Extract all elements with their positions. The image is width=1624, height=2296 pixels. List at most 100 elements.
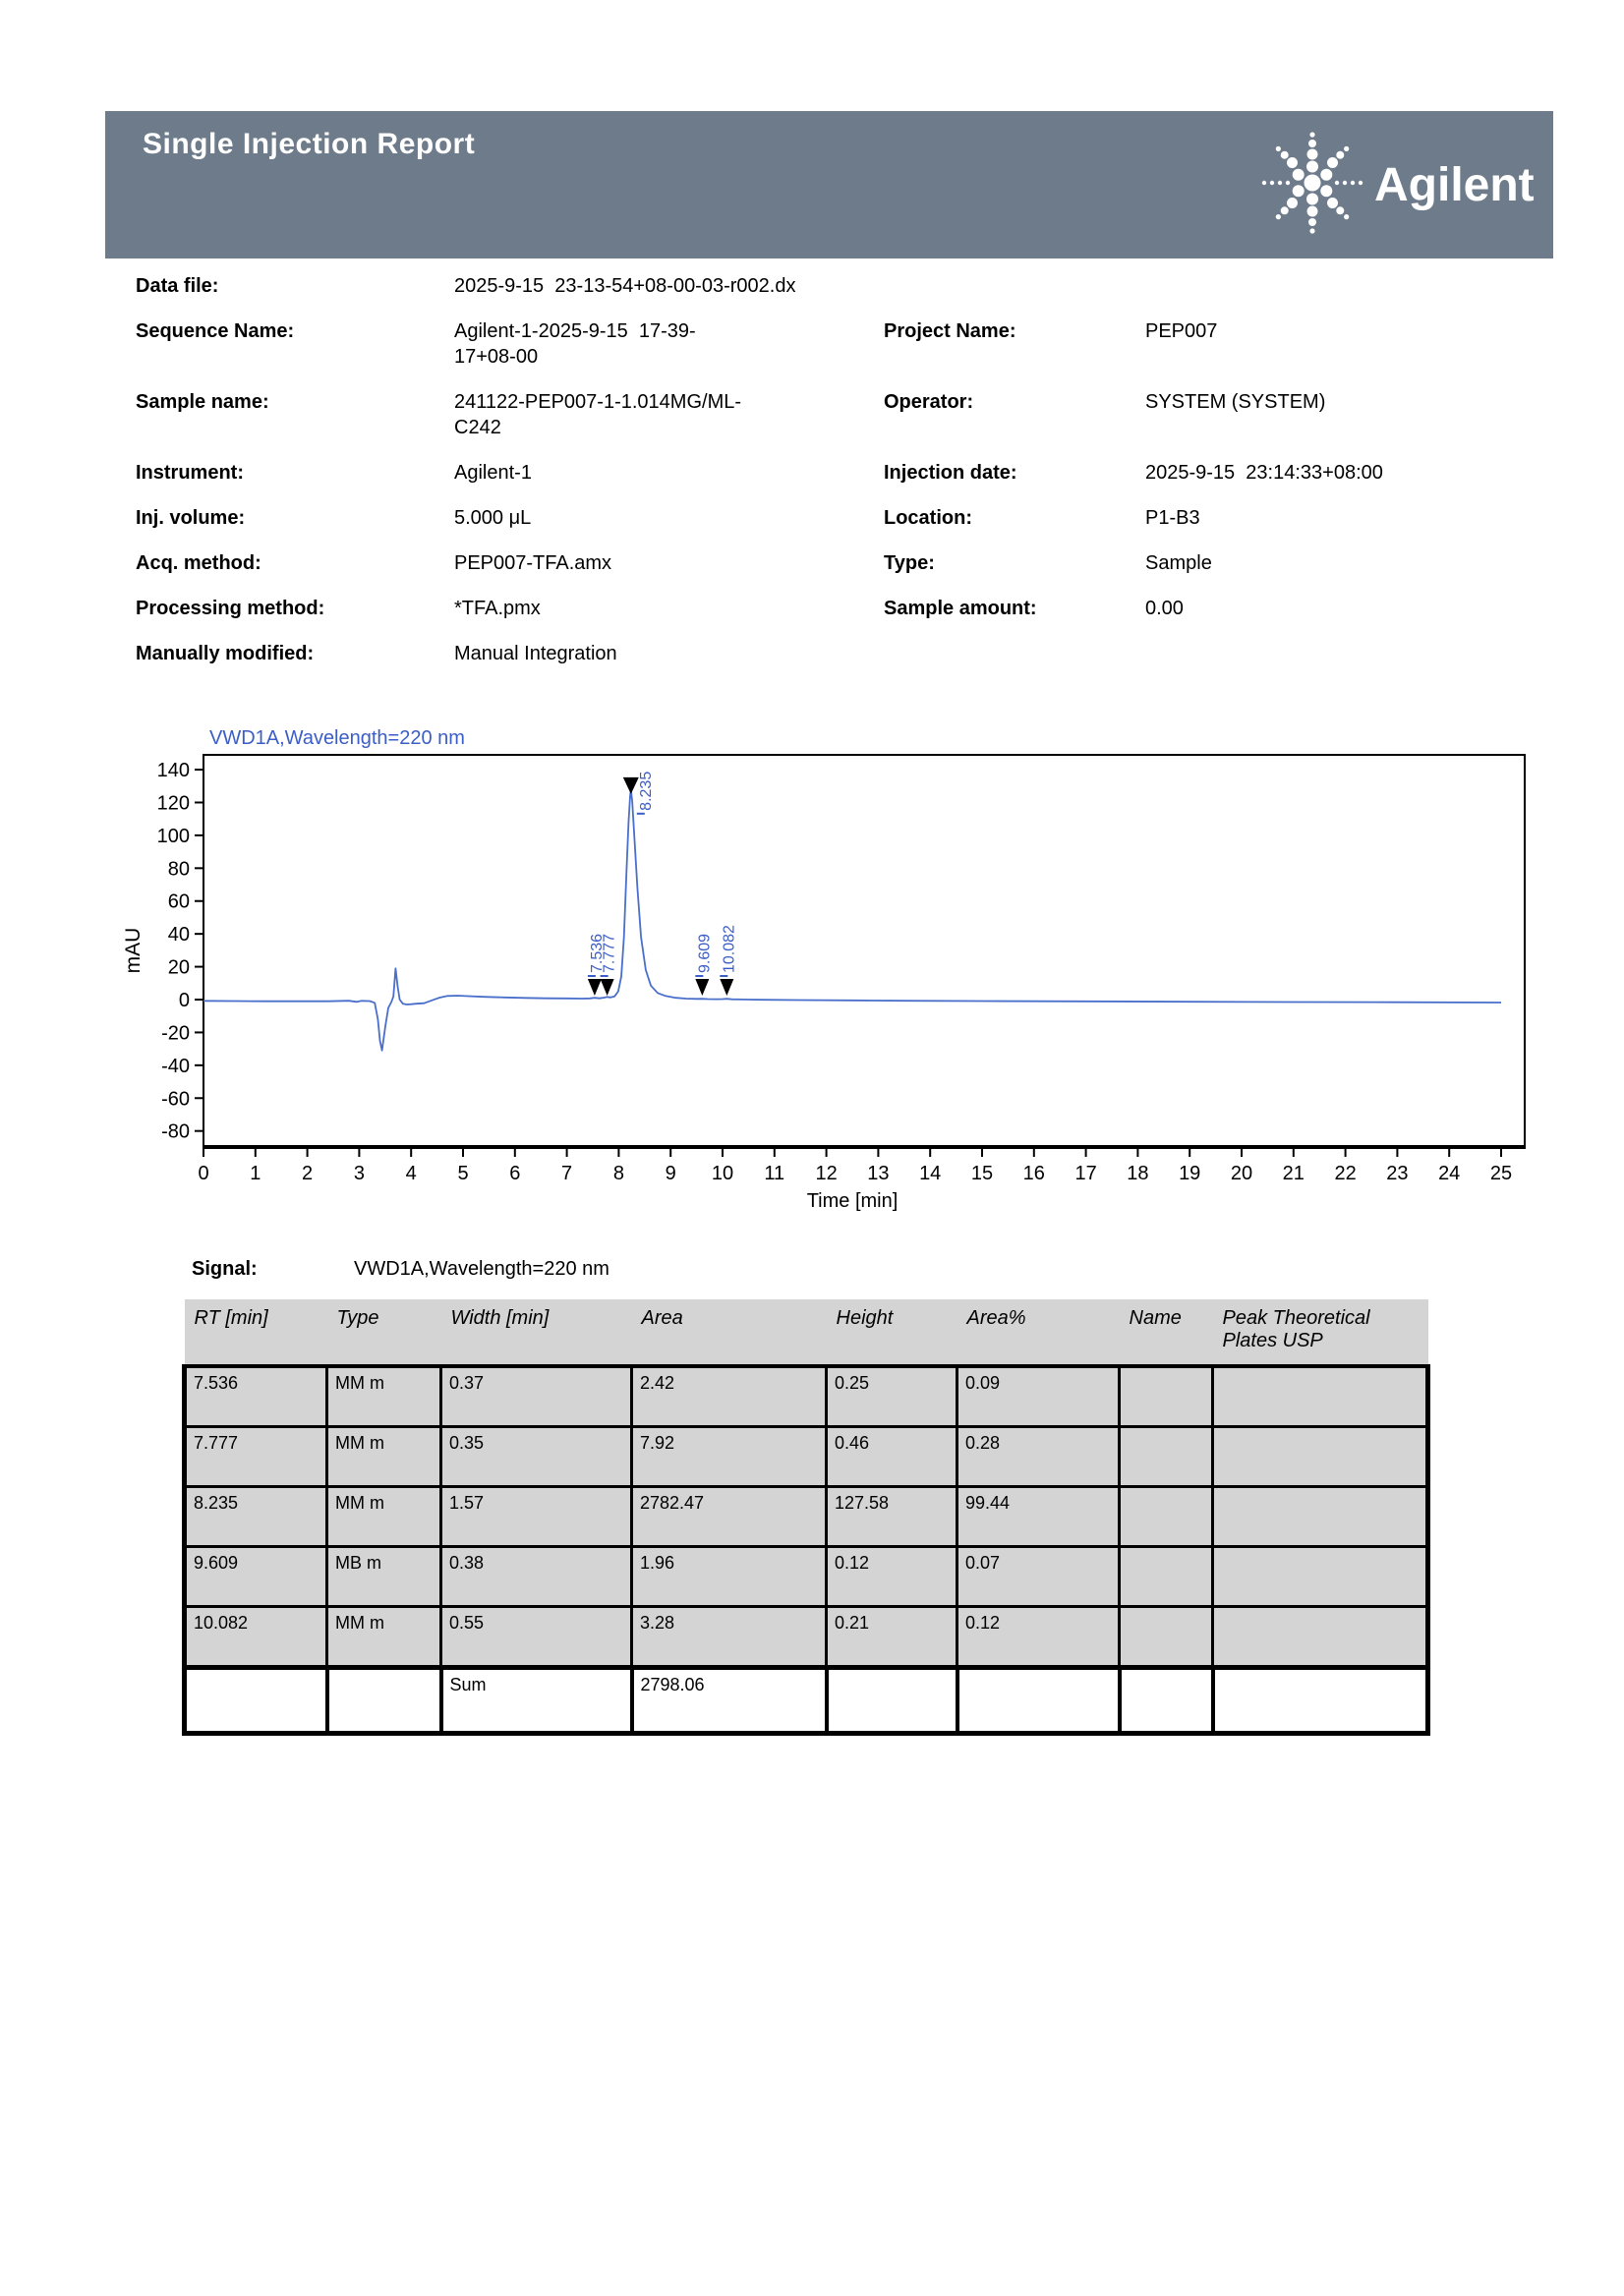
metadata-row: Data file: 2025-9-15 23-13-54+08-00-03-r0… [136,273,1532,299]
peak-table-cell: 127.58 [825,1485,958,1548]
peak-table-cell: 2.42 [630,1364,828,1428]
spark-dot [1309,228,1315,234]
x-axis-title: Time [min] [807,1190,899,1212]
metadata-label: Injection date: [884,462,1017,484]
y-axis-title: mAU [122,928,145,974]
peak-marker-icon [587,979,602,996]
spark-dot [1269,180,1275,186]
metadata-label: Instrument: [136,462,244,484]
x-tick-label: 0 [198,1163,208,1184]
peak-table-cell [1211,1485,1430,1548]
spark-dot [1292,168,1305,181]
metadata-label: Processing method: [136,598,325,619]
chromatogram-trace [203,788,1502,1052]
peak-marker-icon [622,776,639,794]
peak-rt-label: 9.609 [696,934,713,973]
peak-table-cell: 7.777 [182,1425,328,1488]
metadata-label: Sequence Name: [136,320,295,342]
metadata-row: Manually modified: Manual Integration [136,641,1532,666]
peak-table-sum-cell [1210,1665,1430,1736]
spark-dot [1275,214,1281,220]
peak-table-header-cell: Area [631,1299,827,1368]
peak-table-row: 7.777 MM m 0.35 7.92 0.46 0.28 [182,1425,1430,1488]
metadata-value: 2025-9-15 23:14:33+08:00 [1145,462,1383,484]
x-tick-label: 6 [509,1163,520,1184]
metadata-value: P1-B3 [1145,507,1200,529]
spark-dot [1306,193,1318,205]
metadata-value: Agilent-1-2025-9-15 17-39- 17+08-00 [454,320,696,368]
spark-dot [1280,206,1289,215]
metadata-value: SYSTEM (SYSTEM) [1145,391,1326,413]
peak-table-header-row: RT [min] Type Width [min] Area Height Area% Na… [184,1299,1428,1368]
peak-table-header-cell: Name [1119,1299,1213,1368]
peak-marker-icon [720,979,734,996]
metadata-value: *TFA.pmx [454,598,541,619]
peak-table-cell: 7.536 [182,1364,328,1428]
peak-table-cell: 1.57 [439,1485,633,1548]
metadata-value: 0.00 [1145,598,1184,619]
metadata-label: Sample amount: [884,598,1037,619]
metadata-row: Sample name: 241122-PEP007-1-1.014MG/ML- … [136,389,1532,440]
metadata-value: PEP007 [1145,320,1218,342]
metadata-label: Project Name: [884,320,1016,342]
metadata-label: Type: [884,552,935,574]
spark-dot [1309,132,1315,138]
y-tick-label: -20 [161,1022,190,1044]
y-tick-label: 0 [179,990,190,1011]
peak-rt-label: 8.235 [638,772,655,811]
x-tick-label: 23 [1386,1163,1408,1184]
metadata-label: Data file: [136,275,219,297]
y-tick-label: 80 [168,858,190,880]
y-tick-label: 20 [168,957,190,979]
x-tick-label: 3 [354,1163,365,1184]
peak-table-header-cell: Area% [957,1299,1120,1368]
spark-dot [1327,156,1339,168]
report-title: Single Injection Report [143,128,476,160]
spark-dot [1334,180,1340,186]
peak-table-cell [1211,1364,1430,1428]
peak-table-cell [1118,1485,1214,1548]
spark-dot [1306,160,1318,173]
x-tick-label: 20 [1231,1163,1252,1184]
peak-table-header-cell: Type [326,1299,441,1368]
peak-table-cell: 0.35 [439,1425,633,1488]
spark-dot [1292,185,1305,198]
peak-table-cell: 3.28 [630,1605,828,1669]
chromatogram-chart: 140 120 100 80 60 40 20 0 -20 -40 -60 -80 0 1 2 3 4 5 6 7 8 9… [118,722,1553,1214]
peak-table-cell: MB m [325,1545,442,1608]
y-tick-label: 100 [157,826,190,847]
metadata-label: Sample name: [136,391,269,413]
metadata-row: Sequence Name: Agilent-1-2025-9-15 17-39-… [136,318,1532,370]
spark-dot [1320,168,1333,181]
peak-table-sum-cell: 2798.06 [629,1665,829,1736]
peak-table-sum-cell [955,1665,1122,1736]
y-tick-label: 120 [157,792,190,814]
peak-table-cell: 0.07 [956,1545,1121,1608]
y-tick-label: 40 [168,924,190,946]
agilent-spark-icon: Agilent [1261,132,1535,234]
signal-label: Signal: [192,1258,258,1280]
metadata-label: Inj. volume: [136,507,246,529]
x-tick-label: 14 [919,1163,941,1184]
peak-table-cell [1118,1364,1214,1428]
y-tick-label: 140 [157,760,190,781]
peak-rt-label: 7.536 [589,934,606,973]
peak-table: RT [min] Type Width [min] Area Height Area% Na… [182,1299,1430,1736]
peak-table-cell: 9.609 [182,1545,328,1608]
x-tick-label: 4 [406,1163,417,1184]
y-tick-label: -40 [161,1056,190,1077]
peak-table-cell: 0.12 [956,1605,1121,1669]
peak-marker-icon [600,979,614,996]
peak-rt-label: 7.777 [602,934,618,973]
metadata-value: Agilent-1 [454,462,532,484]
peak-table-head: RT [min] Type Width [min] Area Height Area% Na… [184,1299,1428,1368]
peak-table-sum-cell: Sum [438,1665,634,1736]
x-tick-label: 9 [666,1163,676,1184]
metadata-section: Data file: 2025-9-15 23-13-54+08-00-03-r0… [136,273,1532,686]
metadata-value: 5.000 μL [454,507,532,529]
x-tick-label: 22 [1334,1163,1356,1184]
peak-table-cell: 8.235 [182,1485,328,1548]
x-tick-label: 19 [1179,1163,1200,1184]
